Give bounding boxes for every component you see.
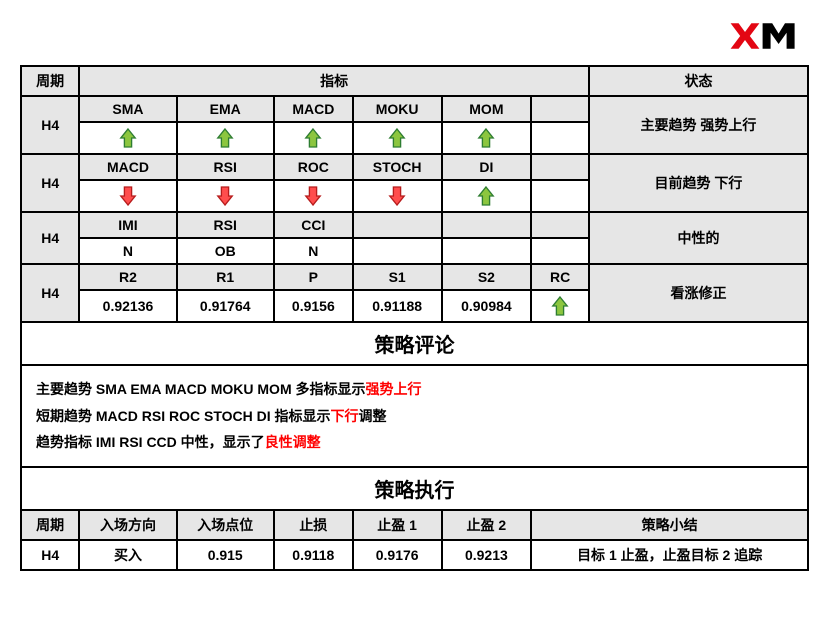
indicator-label: S2 — [442, 264, 532, 290]
exec-header: 入场点位 — [177, 510, 274, 540]
indicator-label — [531, 212, 589, 238]
status-cell: 主要趋势 强势上行 — [589, 96, 808, 154]
period-cell: H4 — [21, 212, 79, 264]
indicator-label: CCI — [274, 212, 353, 238]
indicator-value — [79, 122, 176, 154]
status-cell: 看涨修正 — [589, 264, 808, 322]
status-cell: 中性的 — [589, 212, 808, 264]
indicator-value: 0.91764 — [177, 290, 274, 322]
indicator-value — [177, 180, 274, 212]
col-indicator-header: 指标 — [79, 66, 589, 96]
commentary-body: 主要趋势 SMA EMA MACD MOKU MOM 多指标显示强势上行短期趋势… — [21, 365, 808, 467]
exec-header: 止盈 1 — [353, 510, 442, 540]
indicator-value — [531, 238, 589, 264]
period-cell: H4 — [21, 154, 79, 212]
indicator-label: SMA — [79, 96, 176, 122]
exec-value: 买入 — [79, 540, 176, 570]
indicator-value — [79, 180, 176, 212]
exec-header: 止盈 2 — [442, 510, 532, 540]
indicator-label — [442, 212, 532, 238]
indicator-label: DI — [442, 154, 532, 180]
indicator-value: 0.9156 — [274, 290, 353, 322]
exec-header: 周期 — [21, 510, 79, 540]
indicator-value: OB — [177, 238, 274, 264]
indicator-value — [442, 122, 532, 154]
indicator-label: MOKU — [353, 96, 442, 122]
exec-value: H4 — [21, 540, 79, 570]
indicator-value — [442, 180, 532, 212]
indicator-label — [531, 154, 589, 180]
period-cell: H4 — [21, 264, 79, 322]
indicator-value: N — [79, 238, 176, 264]
col-status-header: 状态 — [589, 66, 808, 96]
indicator-label: P — [274, 264, 353, 290]
indicator-label: RSI — [177, 212, 274, 238]
indicator-label: MACD — [274, 96, 353, 122]
indicator-value — [274, 180, 353, 212]
indicator-value — [531, 180, 589, 212]
indicator-value — [353, 122, 442, 154]
indicator-value — [531, 122, 589, 154]
indicator-label: RC — [531, 264, 589, 290]
exec-value: 0.915 — [177, 540, 274, 570]
indicator-value — [274, 122, 353, 154]
indicator-label: RSI — [177, 154, 274, 180]
commentary-title: 策略评论 — [21, 322, 808, 365]
indicator-table: 周期指标状态H4SMAEMAMACDMOKUMOM主要趋势 强势上行H4MACD… — [20, 65, 809, 571]
period-cell: H4 — [21, 96, 79, 154]
indicator-value — [177, 122, 274, 154]
indicator-value: N — [274, 238, 353, 264]
exec-header: 入场方向 — [79, 510, 176, 540]
exec-value: 目标 1 止盈，止盈目标 2 追踪 — [531, 540, 808, 570]
indicator-value — [442, 238, 532, 264]
indicator-label: R1 — [177, 264, 274, 290]
execution-title: 策略执行 — [21, 467, 808, 510]
exec-header: 止损 — [274, 510, 353, 540]
brand-logo — [20, 20, 809, 57]
indicator-label: IMI — [79, 212, 176, 238]
exec-value: 0.9213 — [442, 540, 532, 570]
indicator-label: ROC — [274, 154, 353, 180]
indicator-label: S1 — [353, 264, 442, 290]
indicator-value — [531, 290, 589, 322]
indicator-value: 0.90984 — [442, 290, 532, 322]
indicator-value: 0.92136 — [79, 290, 176, 322]
col-period-header: 周期 — [21, 66, 79, 96]
indicator-value — [353, 238, 442, 264]
indicator-value — [353, 180, 442, 212]
indicator-label: MACD — [79, 154, 176, 180]
exec-header: 策略小结 — [531, 510, 808, 540]
indicator-label: STOCH — [353, 154, 442, 180]
status-cell: 目前趋势 下行 — [589, 154, 808, 212]
indicator-label: R2 — [79, 264, 176, 290]
indicator-label — [353, 212, 442, 238]
indicator-label: MOM — [442, 96, 532, 122]
indicator-label: EMA — [177, 96, 274, 122]
indicator-label — [531, 96, 589, 122]
exec-value: 0.9118 — [274, 540, 353, 570]
indicator-value: 0.91188 — [353, 290, 442, 322]
exec-value: 0.9176 — [353, 540, 442, 570]
